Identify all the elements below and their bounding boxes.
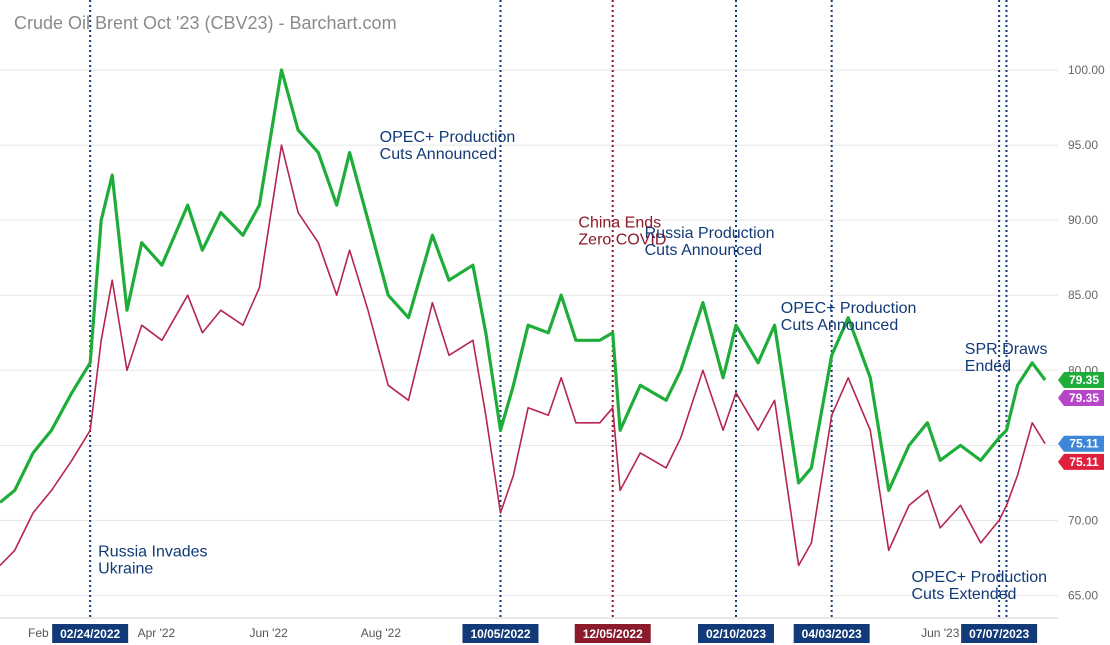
event-date-label: 10/05/2022: [470, 627, 530, 641]
event-date-label: 12/05/2022: [583, 627, 643, 641]
price-badge-bg: [1058, 453, 1104, 470]
event-date-box: 10/05/2022: [462, 624, 539, 643]
x-axis: Feb '22 Apr '22 Jun '22 Aug '22 Jun '2302/24…: [28, 624, 1038, 643]
event-annotation: OPEC+ Production: [781, 300, 917, 317]
event-date-box-bg: [462, 624, 539, 643]
event-annotation: Cuts Announced: [380, 146, 497, 163]
event-date-box-bg: [698, 624, 774, 643]
gridlines: [0, 69, 1058, 619]
y-tick-label: 95.00: [1068, 138, 1098, 152]
y-tick-label: 85.00: [1068, 288, 1098, 302]
x-tick-label: Apr '22: [138, 626, 176, 640]
chart-title: Crude Oil Brent Oct '23 (CBV23) - Barcha…: [14, 13, 397, 33]
event-lines: [89, 0, 1008, 618]
event-date-label: 02/10/2023: [706, 627, 766, 641]
event-date-box: 12/05/2022: [574, 624, 651, 643]
event-annotation: China Ends: [578, 215, 661, 232]
price-badge-label: 79.35: [1069, 391, 1099, 405]
event-date-box-bg: [961, 624, 1038, 643]
y-tick-label: 100.00: [1068, 63, 1105, 77]
event-annotation: Cuts Announced: [781, 317, 898, 334]
event-annotation: Zero COVID: [578, 232, 666, 249]
event-annotation: Cuts Extended: [911, 586, 1016, 603]
event-date-box: 04/03/2023: [793, 624, 870, 643]
event-date-label: 04/03/2023: [802, 627, 862, 641]
price-badge-bg: [1058, 372, 1104, 389]
price-badge: 79.35: [1058, 390, 1104, 407]
event-date-box-bg: [52, 624, 129, 643]
event-date-box: 02/10/2023: [698, 624, 774, 643]
series-line-red: [0, 144, 1046, 567]
event-annotation: OPEC+ Production: [911, 569, 1047, 586]
event-date-box: 07/07/2023: [961, 624, 1038, 643]
event-date-label: 02/24/2022: [60, 627, 120, 641]
event-annotation: Russia Invades: [98, 543, 207, 560]
price-badge-label: 79.35: [1069, 373, 1099, 387]
event-date-box-bg: [793, 624, 870, 643]
price-badge-bg: [1058, 435, 1104, 452]
price-badge-bg: [1058, 390, 1104, 407]
event-date-box: 02/24/2022: [52, 624, 129, 643]
y-tick-label: 65.00: [1068, 588, 1098, 602]
price-badge: 75.11: [1058, 453, 1104, 470]
y-tick-label: 90.00: [1068, 213, 1098, 227]
event-annotation: SPR Draws: [965, 341, 1048, 358]
event-annotation: OPEC+ Production: [380, 129, 516, 146]
event-annotation: Russia Production: [645, 225, 775, 242]
event-date-label: 07/07/2023: [969, 627, 1029, 641]
event-annotation: Ended: [965, 358, 1011, 375]
price-badge-label: 75.11: [1069, 455, 1099, 469]
price-badge: 75.11: [1058, 435, 1104, 452]
series-lines: [0, 68, 1047, 567]
y-tick-label: 70.00: [1068, 513, 1098, 527]
event-annotation: Ukraine: [98, 560, 153, 577]
x-tick-label: Jun '23: [921, 626, 960, 640]
series-line-green: [0, 68, 1047, 504]
price-badges: 79.35 79.35 75.11 75.11: [1058, 372, 1104, 470]
event-date-box-bg: [574, 624, 651, 643]
price-badge: 79.35: [1058, 372, 1104, 389]
event-annotation: Cuts Announced: [645, 242, 762, 259]
x-tick-label: Aug '22: [361, 626, 402, 640]
price-badge-label: 75.11: [1069, 437, 1099, 451]
x-tick-label: Jun '22: [249, 626, 288, 640]
